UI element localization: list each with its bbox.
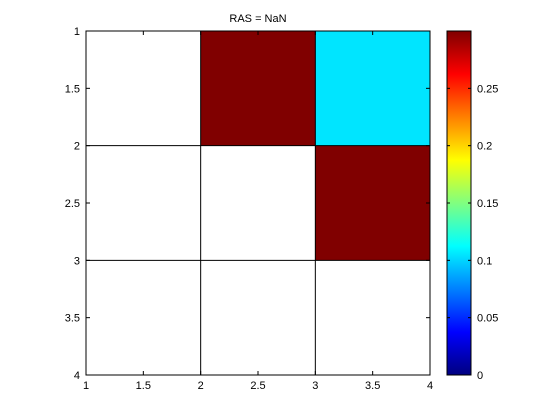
heatmap-cell [86,31,201,146]
heatmap-cell [200,260,316,375]
colorbar-gradient [446,30,472,376]
colorbar: 0 0.05 0.1 0.15 0.2 0.25 [446,30,498,382]
colorbar-tick-label: 0.15 [477,198,498,210]
y-tick-label: 2.5 [65,198,80,210]
y-tick-label: 3 [74,255,80,267]
heatmap-cell [200,31,316,146]
heatmap-cell [86,260,201,375]
cell-grid-lines [86,31,430,375]
x-tick-label: 3.5 [365,380,380,392]
colorbar-tick-label: 0 [477,370,483,382]
heatmap-cell [315,145,430,261]
heatmap-cell [315,31,430,146]
y-tick-label: 4 [74,370,80,382]
y-tick-label: 1 [74,26,80,38]
chart-title: RAS = NaN [229,13,286,25]
x-tick-label: 2 [198,380,204,392]
colorbar-tick-label: 0.2 [477,141,492,153]
colorbar-tick-label: 0.1 [477,255,492,267]
x-tick-label: 1.5 [136,380,151,392]
x-axis-ticks: 1 1.5 2 2.5 3 3.5 4 [83,31,433,392]
x-tick-label: 4 [427,380,433,392]
x-tick-label: 3 [312,380,318,392]
heatmap-cell [86,145,201,261]
x-tick-label: 1 [83,380,89,392]
y-tick-label: 1.5 [65,83,80,95]
heatmap-cell [315,260,430,375]
y-axis-ticks: 1 1.5 2 2.5 3 3.5 4 [65,26,430,382]
colorbar-tick-label: 0.05 [477,313,498,325]
heatmap-cell [200,145,316,261]
colorbar-tick-label: 0.25 [477,83,498,95]
x-tick-label: 2.5 [250,380,265,392]
y-tick-label: 2 [74,141,80,153]
y-tick-label: 3.5 [65,313,80,325]
heatmap-cells [86,31,430,375]
